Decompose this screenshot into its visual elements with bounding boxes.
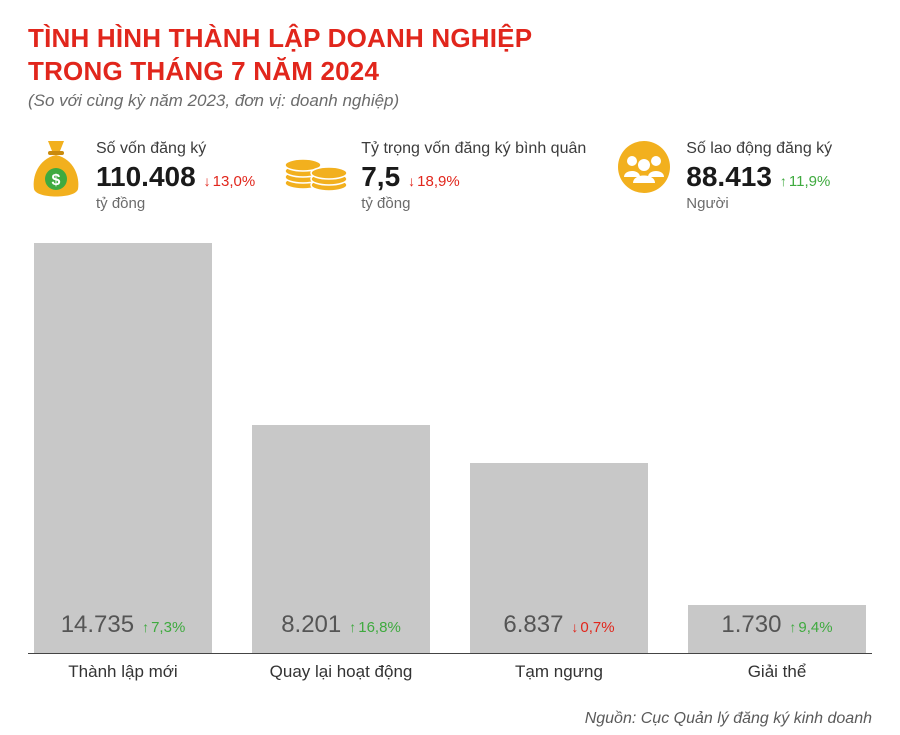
x-axis-label: Quay lại hoạt động [252, 662, 430, 682]
stat-registered-labor: Số lao động đăng ký 88.413 ↑ 11,9% Người [614, 139, 832, 212]
arrow-up-icon: ↑ [789, 620, 796, 634]
arrow-up-icon: ↑ [780, 174, 787, 188]
x-axis-labels: Thành lập mới Quay lại hoạt động Tạm ngưng… [28, 654, 872, 682]
bar: 8.201 ↑16,8% [252, 425, 430, 653]
money-bag-icon: $ [28, 139, 84, 206]
bar-delta: ↑7,3% [142, 619, 185, 636]
bar-value: 6.837 [503, 611, 563, 639]
bar-delta: ↓0,7% [571, 619, 614, 636]
stat-value: 7,5 [361, 161, 400, 193]
stat-unit: Người [686, 195, 832, 212]
bar-delta: ↑16,8% [349, 619, 401, 636]
bar-value-row: 14.735 ↑7,3% [34, 611, 212, 639]
bar-value-row: 1.730 ↑9,4% [688, 611, 866, 639]
source-footer: Nguồn: Cục Quản lý đăng ký kinh doanh [28, 710, 872, 728]
stat-registered-capital: $ Số vốn đăng ký 110.408 ↓ 13,0% tỷ đồng [28, 139, 255, 212]
arrow-down-icon: ↓ [408, 174, 415, 188]
stat-label: Số vốn đăng ký [96, 139, 255, 159]
bar-chart: 14.735 ↑7,3% 8.201 ↑16,8% 6.837 ↓0,7% 1.730 ↑9,… [28, 244, 872, 654]
stat-value: 88.413 [686, 161, 772, 193]
title-line-2: TRONG THÁNG 7 NĂM 2024 [28, 56, 379, 86]
arrow-down-icon: ↓ [571, 620, 578, 634]
title-line-1: TÌNH HÌNH THÀNH LẬP DOANH NGHIỆP [28, 23, 532, 53]
bar-column: 1.730 ↑9,4% [688, 605, 866, 653]
stat-label: Số lao động đăng ký [686, 139, 832, 159]
source-label: Nguồn: [585, 710, 637, 727]
people-icon [614, 139, 674, 200]
bar-column: 8.201 ↑16,8% [252, 425, 430, 653]
coins-icon [283, 139, 349, 198]
bar-column: 14.735 ↑7,3% [34, 243, 212, 653]
stat-delta: ↑ 11,9% [780, 173, 830, 190]
bar: 1.730 ↑9,4% [688, 605, 866, 653]
page-subtitle: (So với cùng kỳ năm 2023, đơn vị: doanh … [28, 91, 872, 111]
bar-delta: ↑9,4% [789, 619, 832, 636]
x-axis-label: Thành lập mới [34, 662, 212, 682]
stat-value: 110.408 [96, 161, 196, 193]
stat-unit: tỷ đồng [96, 195, 255, 212]
page-title: TÌNH HÌNH THÀNH LẬP DOANH NGHIỆP TRONG T… [28, 22, 872, 87]
bar-value: 8.201 [281, 611, 341, 639]
x-axis-label: Giải thể [688, 662, 866, 682]
stat-delta: ↓ 18,9% [408, 173, 460, 190]
arrow-up-icon: ↑ [142, 620, 149, 634]
arrow-up-icon: ↑ [349, 620, 356, 634]
stats-row: $ Số vốn đăng ký 110.408 ↓ 13,0% tỷ đồng [28, 139, 872, 212]
bar-value-row: 8.201 ↑16,8% [252, 611, 430, 639]
arrow-down-icon: ↓ [204, 174, 211, 188]
stat-label: Tỷ trọng vốn đăng ký bình quân [361, 139, 586, 159]
stat-avg-capital: Tỷ trọng vốn đăng ký bình quân 7,5 ↓ 18,… [283, 139, 586, 212]
bar: 6.837 ↓0,7% [470, 463, 648, 653]
bar-column: 6.837 ↓0,7% [470, 463, 648, 653]
stat-unit: tỷ đồng [361, 195, 586, 212]
bar-value-row: 6.837 ↓0,7% [470, 611, 648, 639]
source-value: Cục Quản lý đăng ký kinh doanh [641, 710, 872, 727]
x-axis-label: Tạm ngưng [470, 662, 648, 682]
stat-delta: ↓ 13,0% [204, 173, 256, 190]
svg-text:$: $ [52, 172, 61, 189]
bar-value: 14.735 [61, 611, 134, 639]
bar-value: 1.730 [721, 611, 781, 639]
bar: 14.735 ↑7,3% [34, 243, 212, 653]
